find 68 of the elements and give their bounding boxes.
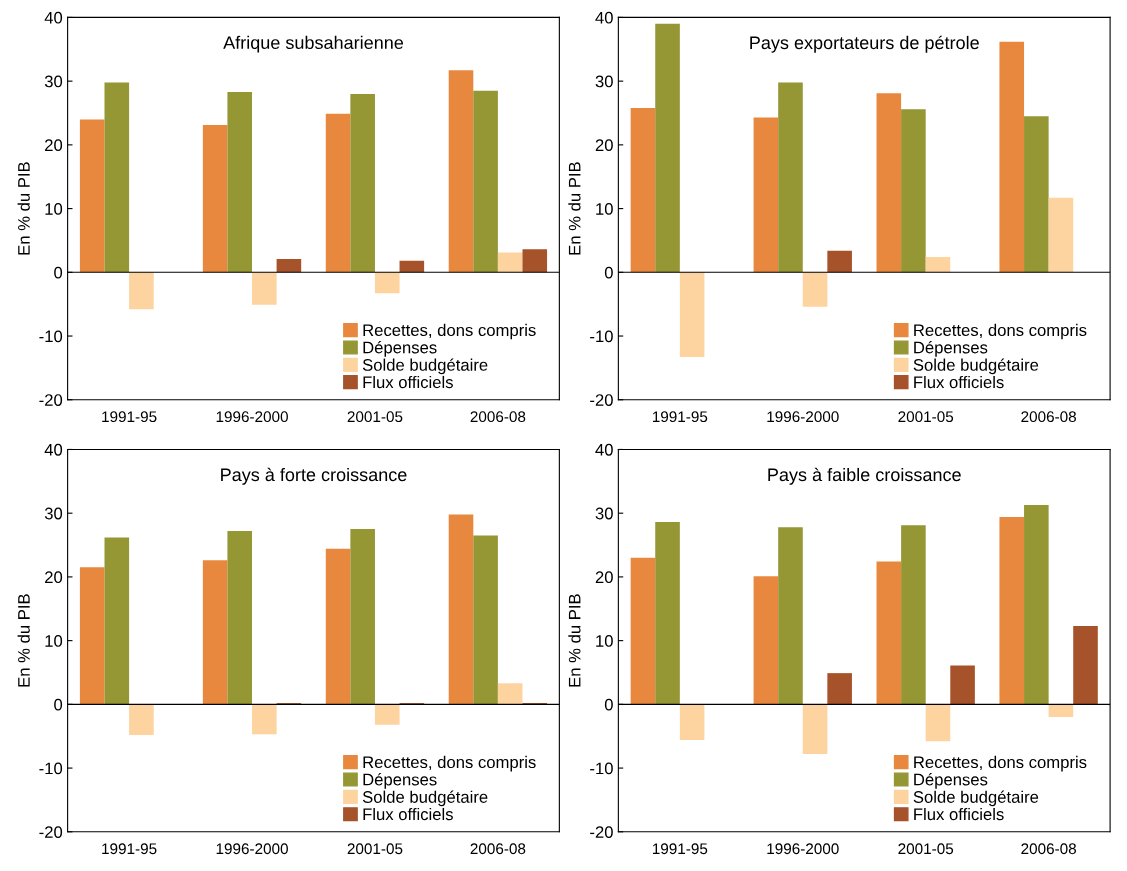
y-tick-label: 10 [45, 202, 63, 215]
legend-label: Dépenses [363, 773, 437, 789]
x-tick-label: 1996-2000 [767, 411, 839, 423]
text: Pays à forte croissance [221, 467, 407, 485]
y-tick-label: 40 [595, 443, 613, 456]
legend-label: Dépenses [363, 341, 437, 357]
y-tick-label: 30 [595, 507, 613, 520]
y-tick-label: 40 [595, 11, 613, 24]
legend-label: Flux officiels [363, 807, 453, 821]
y-tick-label: -20 [590, 394, 613, 406]
legend-label: Solde budgétaire [362, 790, 488, 807]
legend-label: Dépenses [914, 341, 988, 357]
x-tick-label: 2006-08 [470, 843, 526, 855]
text: Afrique subsaharienne [223, 35, 404, 53]
y-tick-label: 0 [54, 698, 63, 711]
legend-label: Solde budgétaire [362, 358, 488, 375]
y-axis-title: En % du PIB [17, 594, 30, 687]
y-tick-label: 20 [595, 139, 613, 152]
x-tick-label: 2001-05 [898, 843, 954, 855]
text: Pays à faible croissance [768, 467, 961, 485]
x-tick-label: 1996-2000 [216, 843, 288, 855]
y-tick-label: 0 [604, 698, 613, 711]
legend-label: Flux officiels [363, 375, 453, 389]
x-tick-label: 1991-95 [652, 843, 708, 855]
legend-label: Recettes, dons compris [914, 755, 1087, 772]
y-axis-title: En % du PIB [568, 594, 581, 687]
x-tick-label: 2001-05 [347, 843, 403, 855]
x-tick-label: 1991-95 [652, 411, 708, 423]
y-tick-label: -20 [39, 826, 63, 839]
x-tick-label: 2001-05 [347, 411, 403, 423]
x-tick-label: 2006-08 [470, 411, 526, 423]
x-tick-label: 1991-95 [102, 411, 157, 423]
legend-label: Recettes, dons compris [363, 323, 536, 340]
y-tick-label: 10 [45, 635, 63, 647]
legend-label: Solde budgétaire [913, 790, 1039, 807]
x-tick-label: 1991-95 [102, 843, 157, 855]
y-tick-label: 40 [44, 443, 63, 456]
x-tick-label: 1996-2000 [216, 411, 288, 423]
y-tick-label: 0 [604, 266, 613, 279]
legend-label: Flux officiels [914, 807, 1004, 821]
x-tick-label: 2001-05 [898, 411, 954, 423]
legend-label: Recettes, dons compris [363, 755, 536, 772]
legend-label: Solde budgétaire [913, 358, 1039, 375]
y-axis-title: En % du PIB [17, 162, 30, 255]
y-axis-title: En % du PIB [568, 162, 581, 255]
x-tick-label: 2006-08 [1021, 843, 1076, 855]
y-tick-label: 10 [596, 635, 613, 647]
y-tick-label: 40 [44, 11, 63, 24]
y-tick-label: 20 [45, 139, 63, 152]
y-tick-label: -20 [39, 394, 63, 406]
y-tick-label: -10 [39, 330, 63, 343]
y-tick-label: 10 [596, 202, 613, 215]
text: Pays exportateurs de pétrole [750, 35, 979, 53]
y-tick-label: 30 [595, 75, 613, 88]
legend-label: Dépenses [914, 773, 988, 789]
y-tick-label: 20 [595, 571, 613, 584]
y-tick-label: 0 [54, 266, 63, 279]
y-tick-label: -10 [590, 330, 613, 343]
y-tick-label: 30 [44, 75, 63, 88]
y-tick-label: 30 [44, 507, 63, 520]
x-tick-label: 2006-08 [1021, 411, 1076, 423]
legend-label: Flux officiels [914, 375, 1004, 389]
y-tick-label: 20 [45, 571, 63, 584]
y-tick-label: -10 [590, 762, 613, 775]
y-tick-label: -10 [39, 762, 63, 775]
x-tick-label: 1996-2000 [767, 843, 839, 855]
y-tick-label: -20 [590, 826, 613, 839]
legend-label: Recettes, dons compris [914, 323, 1087, 340]
